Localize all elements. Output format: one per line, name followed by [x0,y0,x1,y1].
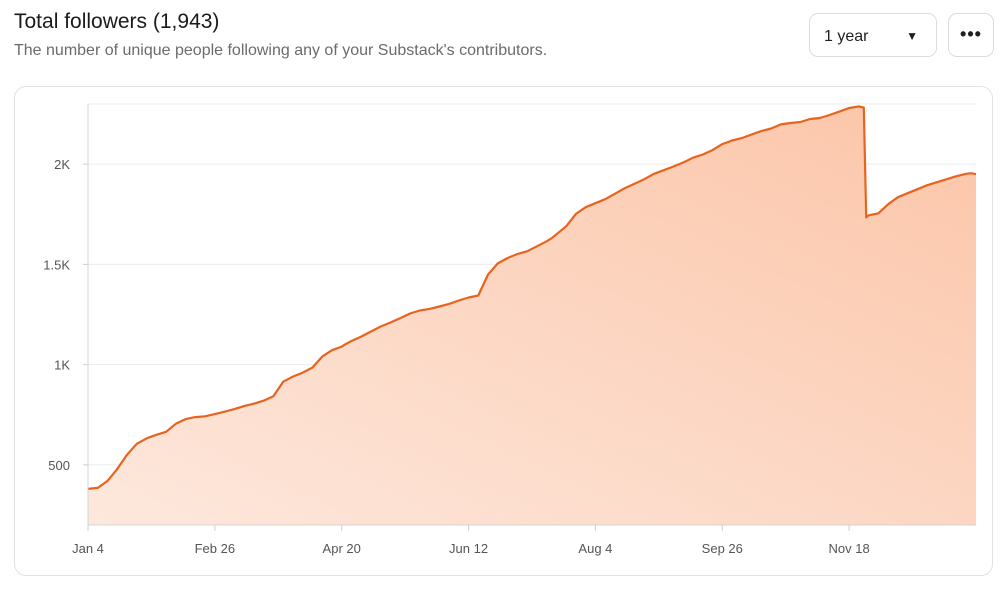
page-subtitle: The number of unique people following an… [14,42,548,59]
time-range-value: 1 year [824,28,869,45]
caret-down-icon: ▼ [906,29,918,43]
y-tick-label: 1K [54,358,70,373]
series-line [87,105,977,490]
ellipsis-icon: ••• [960,24,982,44]
x-tick-label: Jun 12 [449,541,488,556]
time-range-dropdown[interactable]: 1 year ▼ [809,13,937,57]
y-tick-label: 2K [54,157,70,172]
x-tick-label: Apr 20 [323,541,361,556]
x-axis-ticks: Jan 4 Feb 26 Apr 20 Jun 12 Aug 4 Sep 26 Nov 18 [72,525,870,556]
y-tick-label: 500 [48,458,70,473]
page-title: Total followers (1,943) [14,10,220,33]
x-tick-label: Nov 18 [829,541,870,556]
axes [87,104,976,526]
x-tick-label: Sep 26 [702,541,743,556]
more-options-button[interactable]: ••• [948,13,994,57]
x-tick-label: Aug 4 [578,541,612,556]
x-tick-label: Jan 4 [72,541,104,556]
series-area [88,106,976,526]
x-tick-label: Feb 26 [195,541,235,556]
y-tick-label: 1.5K [43,257,70,272]
y-axis-ticks: 500 1K 1.5K 2K [43,157,88,473]
